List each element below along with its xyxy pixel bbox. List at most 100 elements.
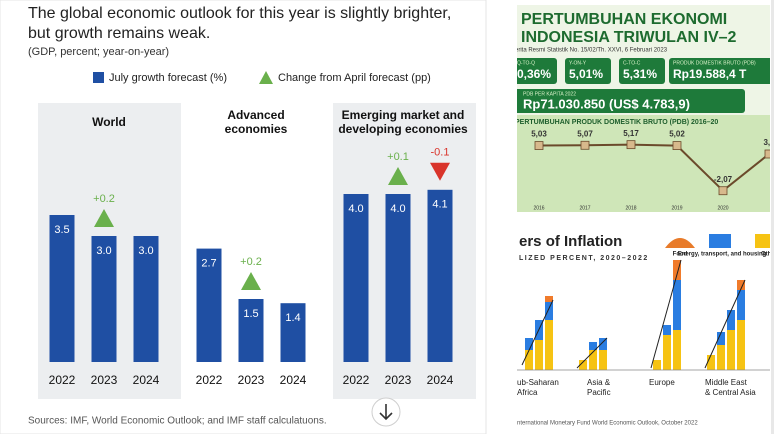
value-label: 4.1 [432,199,447,211]
chart-title: but growth remains weak. [28,25,210,42]
value-label: 3.5 [54,224,69,236]
bar [427,189,453,362]
value-label: 3,7 [763,138,774,147]
thumb-title: PERTUMBUHAN EKONOMI [521,11,727,28]
thumbnail[interactable]: ers of Inflation LIZED PERCENT, 2020–2022… [517,220,772,434]
bar-segment [525,350,533,370]
value-label: 4.0 [348,203,363,215]
bar-segment [727,330,735,370]
thumb-source: nternational Monetary Fund World Economi… [517,421,698,427]
region-label: & Central Asia [705,388,756,397]
thumbnail[interactable]: PERTUMBUHAN PRODUK DOMESTIK BRUTO (PDB) … [513,5,774,212]
x-tick-label: 2023 [238,373,265,387]
legend-swatch [93,72,104,83]
arrow-icon[interactable] [379,404,393,421]
chart-area [517,115,770,212]
stat-label: C-TO-C [623,60,641,66]
bar-segment [545,296,553,302]
change-label: -0.1 [431,147,450,159]
value-label: 1.5 [243,308,258,320]
x-tick-label: 2024 [133,373,160,387]
legend-swatch [259,71,273,84]
value-label: -2,07 [714,175,733,184]
bar [280,303,306,362]
chart-title: PERTUMBUHAN PRODUK DOMESTIK BRUTO (PDB) … [515,119,718,126]
stat-value: 0,36% [517,67,551,81]
scrollbar[interactable] [771,0,774,434]
region-label: Middle East [705,378,748,387]
stat-label: Y-ON-Y [569,60,587,66]
x-tick-label: 2022 [49,373,76,387]
release-note: erita Resmi Statistik No. 15/02/Th. XXVI… [515,48,668,54]
food-icon [665,238,695,248]
thumb-title: INDONESIA TRIWULAN IV–2 [521,29,737,46]
stacked-bars [517,259,770,371]
stat-box [517,89,745,113]
change-label: +0.1 [387,151,409,163]
legend-icons [665,234,770,248]
point [534,141,544,150]
change-marker [388,167,408,185]
x-tick-label: 2019 [671,205,682,211]
region-label: Europe [649,378,675,387]
trend-line [704,279,746,369]
x-tick-label: 2023 [385,373,412,387]
stat-box [669,58,770,84]
change-marker [94,209,114,227]
legend-label: July growth forecast (%) [109,72,227,84]
x-tick-label: 2022 [196,373,223,387]
bar-segment [737,290,745,320]
region-label: Pacific [587,388,611,397]
stat-value: Rp19.588,4 T [673,67,747,81]
x-tick-label: 2020 [717,205,728,211]
value-label: 2.7 [201,258,216,270]
bar-segment [545,302,553,320]
bar [91,236,117,362]
panel-title: Emerging market and [342,108,465,122]
point [672,141,682,151]
legend-label: Change from April forecast (pp) [278,72,431,84]
bar-segment [717,345,725,370]
stat-label: PRODUK DOMESTIK BRUTO (PDB) [673,60,756,66]
value-label: 5,02 [669,130,685,139]
point [580,140,590,150]
bar [343,194,369,362]
region-label: Asia & [587,378,611,387]
point [626,140,636,150]
trend-line [650,259,682,369]
stat-label: Q-TO-Q [517,60,535,66]
bar [133,236,159,362]
bar-segment [673,260,681,280]
bar-segment [589,350,597,370]
change-label: +0.2 [240,256,262,268]
x-tick-label: 2024 [427,373,454,387]
point [718,186,728,196]
change-marker [430,162,450,181]
chart-subtitle: (GDP, percent; year-on-year) [28,46,169,58]
value-label: 4.0 [390,203,405,215]
change-label: +0.2 [93,193,115,205]
bar-segment [737,320,745,370]
scroll-button[interactable] [371,397,401,427]
bar-segment [737,280,745,290]
bar-segment [717,332,725,345]
stat-box [565,58,611,84]
bar-segment [673,280,681,330]
bar-segment [535,340,543,370]
legend-label: Oth [761,252,772,258]
bar-segment [599,338,607,350]
bar-segment [525,338,533,350]
x-tick-label: 2018 [625,205,636,211]
value-label: 5,03 [531,130,547,139]
main-chart: The global economic outlook for this yea… [28,5,468,426]
stat-value: 5,01% [569,67,603,81]
region-label: Africa [517,388,538,397]
bar-segment [663,335,671,370]
stat-label: PDB PER KAPITA 2022 [523,91,576,97]
value-label: 1.4 [285,312,300,324]
stat-box [517,58,557,84]
x-tick-label: 2016 [533,205,544,211]
bar-segment [707,355,715,370]
panel-title: economies [225,122,288,136]
